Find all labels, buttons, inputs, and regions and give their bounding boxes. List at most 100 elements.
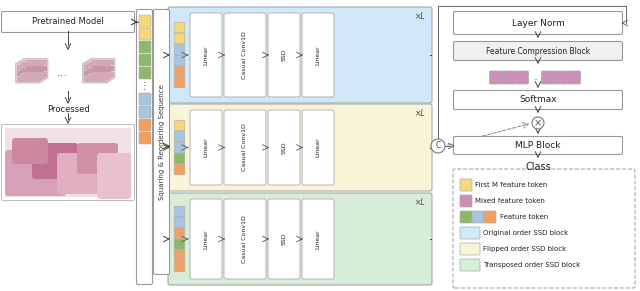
FancyBboxPatch shape <box>174 33 185 44</box>
Text: C: C <box>435 141 440 150</box>
Text: Transposed order SSD block: Transposed order SSD block <box>483 262 580 268</box>
FancyBboxPatch shape <box>302 110 334 185</box>
Text: Original order SSD block: Original order SSD block <box>483 230 568 236</box>
FancyBboxPatch shape <box>174 239 185 250</box>
FancyBboxPatch shape <box>139 132 151 144</box>
Text: Casual Conv1D: Casual Conv1D <box>243 31 248 79</box>
Text: Casual Conv1D: Casual Conv1D <box>243 215 248 263</box>
FancyBboxPatch shape <box>541 71 554 84</box>
FancyBboxPatch shape <box>453 169 635 288</box>
Text: First M feature token: First M feature token <box>475 182 547 188</box>
Bar <box>92 72 113 77</box>
FancyBboxPatch shape <box>190 13 222 97</box>
FancyBboxPatch shape <box>460 259 480 271</box>
Text: Linear: Linear <box>204 138 209 157</box>
FancyBboxPatch shape <box>174 120 185 131</box>
FancyBboxPatch shape <box>90 58 115 79</box>
Text: Processed: Processed <box>47 104 90 113</box>
FancyBboxPatch shape <box>174 250 185 261</box>
FancyBboxPatch shape <box>174 217 185 228</box>
FancyBboxPatch shape <box>460 195 472 207</box>
FancyBboxPatch shape <box>515 71 529 84</box>
FancyBboxPatch shape <box>1 125 134 200</box>
Bar <box>19 63 42 68</box>
Bar <box>89 74 111 79</box>
FancyBboxPatch shape <box>224 199 266 279</box>
Bar <box>89 68 111 72</box>
Text: ×L: ×L <box>415 198 426 207</box>
FancyBboxPatch shape <box>174 261 185 272</box>
FancyBboxPatch shape <box>139 93 151 105</box>
Text: SSD: SSD <box>282 233 287 245</box>
FancyBboxPatch shape <box>224 13 266 97</box>
Text: Linear: Linear <box>316 138 321 157</box>
FancyBboxPatch shape <box>302 13 334 97</box>
Bar <box>24 60 47 65</box>
FancyBboxPatch shape <box>454 91 623 109</box>
Bar <box>24 66 47 71</box>
FancyBboxPatch shape <box>174 66 185 77</box>
Bar <box>22 68 44 72</box>
FancyBboxPatch shape <box>454 12 623 35</box>
Bar <box>19 69 42 74</box>
FancyBboxPatch shape <box>136 10 152 285</box>
Text: Linear: Linear <box>316 229 321 249</box>
Bar <box>84 65 106 70</box>
FancyBboxPatch shape <box>139 119 151 131</box>
FancyBboxPatch shape <box>174 206 185 217</box>
FancyBboxPatch shape <box>224 110 266 185</box>
FancyBboxPatch shape <box>268 110 300 185</box>
Text: Linear: Linear <box>204 45 209 65</box>
FancyBboxPatch shape <box>88 60 113 80</box>
Bar <box>17 65 39 70</box>
Text: Flipped order SSD block: Flipped order SSD block <box>483 246 566 252</box>
FancyBboxPatch shape <box>490 71 502 84</box>
FancyBboxPatch shape <box>568 71 580 84</box>
FancyBboxPatch shape <box>460 211 472 223</box>
Text: Softmax: Softmax <box>519 95 557 104</box>
Text: Mixed feature token: Mixed feature token <box>475 198 545 204</box>
Text: Class: Class <box>525 162 551 172</box>
FancyBboxPatch shape <box>139 41 151 53</box>
FancyBboxPatch shape <box>268 13 300 97</box>
FancyBboxPatch shape <box>23 58 48 79</box>
FancyBboxPatch shape <box>15 63 40 83</box>
Bar <box>5 128 131 197</box>
FancyBboxPatch shape <box>502 71 515 84</box>
Text: Linear: Linear <box>316 45 321 65</box>
FancyBboxPatch shape <box>174 22 185 33</box>
Bar <box>19 75 42 80</box>
FancyBboxPatch shape <box>32 143 78 179</box>
FancyBboxPatch shape <box>174 153 185 164</box>
FancyBboxPatch shape <box>168 7 432 103</box>
FancyBboxPatch shape <box>460 243 480 255</box>
Circle shape <box>532 117 544 129</box>
Text: Squaring & Reordering Sequence: Squaring & Reordering Sequence <box>159 84 165 200</box>
Bar <box>89 61 111 67</box>
FancyBboxPatch shape <box>77 143 118 174</box>
Text: Pretrained Model: Pretrained Model <box>32 17 104 26</box>
Text: ×L: ×L <box>415 12 426 21</box>
Text: Layer Norm: Layer Norm <box>511 19 564 28</box>
Text: SSD: SSD <box>282 49 287 61</box>
FancyBboxPatch shape <box>139 54 151 66</box>
FancyBboxPatch shape <box>20 60 45 80</box>
Bar <box>84 70 106 75</box>
FancyBboxPatch shape <box>174 142 185 153</box>
FancyBboxPatch shape <box>139 106 151 118</box>
Bar <box>86 69 109 74</box>
FancyBboxPatch shape <box>174 131 185 142</box>
FancyBboxPatch shape <box>302 199 334 279</box>
FancyBboxPatch shape <box>484 211 496 223</box>
FancyBboxPatch shape <box>168 193 432 285</box>
FancyBboxPatch shape <box>154 10 170 274</box>
FancyBboxPatch shape <box>268 199 300 279</box>
FancyBboxPatch shape <box>83 63 108 83</box>
Text: ×L: ×L <box>415 109 426 118</box>
FancyBboxPatch shape <box>18 61 43 81</box>
Text: ⋮: ⋮ <box>140 81 150 91</box>
Text: Feature Compression Block: Feature Compression Block <box>486 47 590 56</box>
Text: ...: ... <box>56 68 67 78</box>
FancyBboxPatch shape <box>174 55 185 66</box>
FancyBboxPatch shape <box>168 104 432 191</box>
